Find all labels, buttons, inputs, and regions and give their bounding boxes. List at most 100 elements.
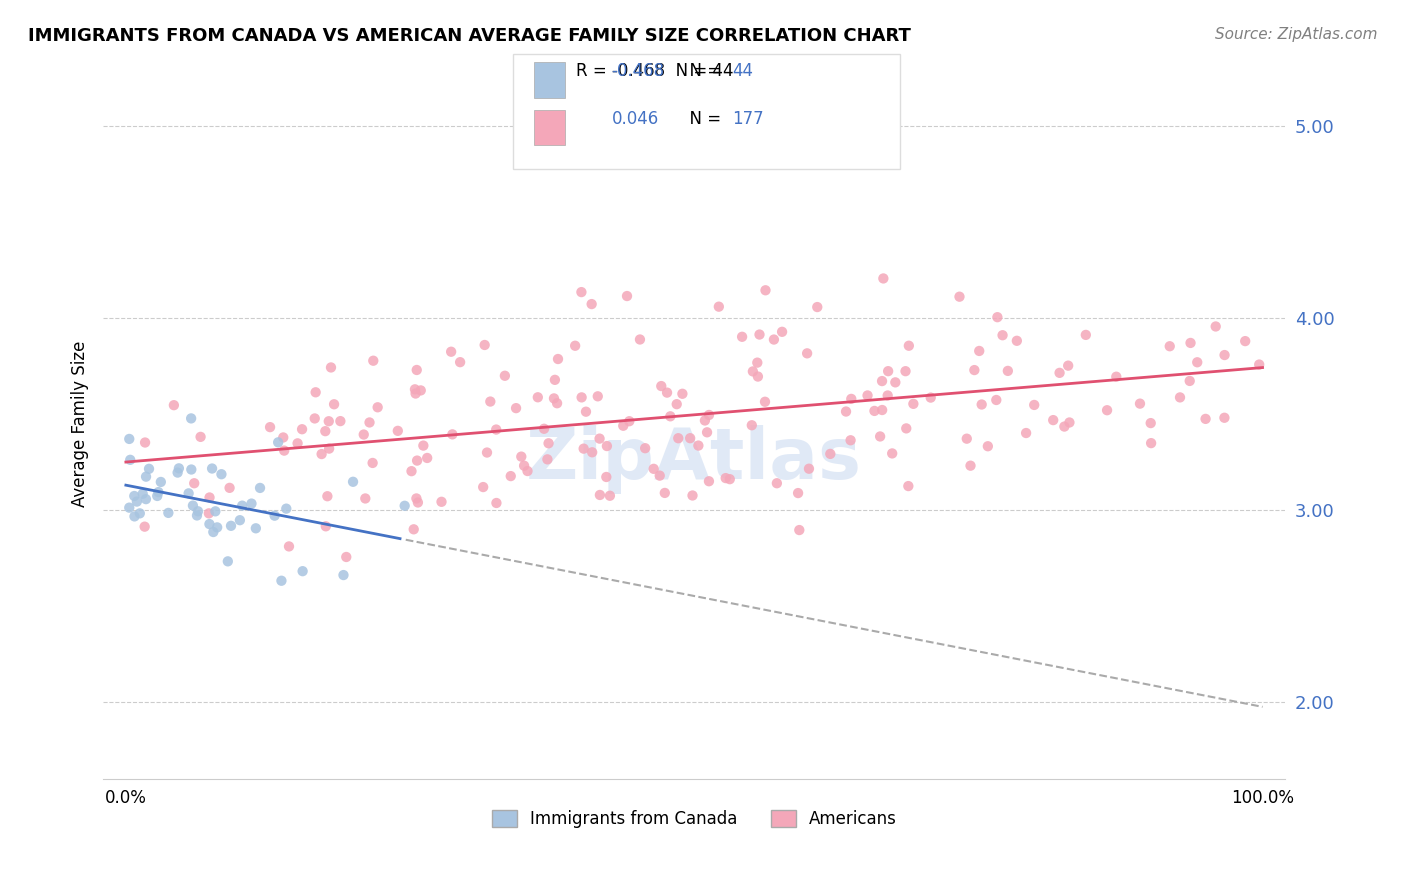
Point: [405, 491, 427, 506]
Point: [118, 500, 141, 515]
Point: [581, 297, 603, 311]
Point: [747, 356, 769, 370]
Point: [1249, 358, 1271, 372]
Point: [1139, 416, 1161, 430]
Point: [588, 432, 610, 446]
Point: [335, 549, 357, 564]
Point: [367, 401, 389, 415]
Point: [1205, 319, 1227, 334]
Point: [319, 360, 342, 375]
Point: [544, 373, 567, 387]
Point: [273, 443, 295, 458]
Point: [1140, 436, 1163, 450]
Point: [806, 300, 828, 314]
Point: [135, 492, 157, 507]
Point: [967, 343, 990, 358]
Point: [766, 476, 789, 491]
Point: [474, 338, 496, 352]
Point: [748, 327, 770, 342]
Point: [612, 418, 634, 433]
Point: [510, 450, 533, 464]
Point: [304, 411, 326, 425]
Point: [180, 462, 202, 476]
Point: [245, 521, 267, 535]
Point: [920, 391, 942, 405]
Text: N =: N =: [679, 62, 727, 80]
Point: [897, 479, 920, 493]
Point: [406, 453, 429, 467]
Point: [128, 507, 150, 521]
Point: [762, 333, 785, 347]
Point: [1059, 416, 1081, 430]
Point: [1042, 413, 1064, 427]
Point: [1024, 398, 1046, 412]
Point: [405, 386, 427, 401]
Point: [412, 439, 434, 453]
Point: [546, 396, 568, 410]
Text: R = -0.468  N = 44: R = -0.468 N = 44: [576, 62, 734, 80]
Point: [1053, 419, 1076, 434]
Point: [494, 368, 516, 383]
Point: [271, 430, 294, 444]
Point: [205, 520, 228, 534]
Point: [634, 441, 657, 455]
Point: [986, 392, 1008, 407]
Point: [882, 446, 904, 460]
Point: [1105, 369, 1128, 384]
Point: [120, 453, 142, 467]
Point: [315, 519, 337, 533]
Point: [586, 389, 609, 403]
Point: [527, 390, 550, 404]
Point: [513, 458, 536, 473]
Point: [1129, 397, 1152, 411]
Point: [876, 388, 898, 402]
Point: [718, 472, 741, 486]
Point: [741, 418, 763, 433]
Point: [505, 401, 527, 416]
Point: [181, 499, 204, 513]
Point: [877, 364, 900, 378]
Point: [1095, 403, 1118, 417]
Point: [135, 469, 157, 483]
Y-axis label: Average Family Size: Average Family Size: [72, 341, 89, 507]
Point: [124, 509, 146, 524]
Point: [997, 364, 1019, 378]
Point: [770, 325, 793, 339]
Point: [416, 450, 439, 465]
Point: [316, 489, 339, 503]
Text: IMMIGRANTS FROM CANADA VS AMERICAN AVERAGE FAMILY SIZE CORRELATION CHART: IMMIGRANTS FROM CANADA VS AMERICAN AVERA…: [28, 27, 911, 45]
Text: 0.046: 0.046: [612, 110, 659, 128]
Point: [533, 422, 555, 436]
Point: [787, 523, 810, 537]
Point: [198, 491, 221, 505]
Text: 177: 177: [733, 110, 763, 128]
Point: [697, 408, 720, 422]
Point: [449, 355, 471, 369]
Point: [870, 374, 893, 388]
Point: [259, 420, 281, 434]
Point: [516, 464, 538, 478]
Point: [229, 513, 252, 527]
Point: [666, 431, 689, 445]
Point: [897, 339, 920, 353]
Legend: Immigrants from Canada, Americans: Immigrants from Canada, Americans: [485, 803, 904, 835]
Point: [616, 289, 638, 303]
Point: [537, 436, 560, 450]
Point: [820, 447, 842, 461]
Point: [1168, 391, 1191, 405]
Point: [177, 486, 200, 500]
Point: [884, 376, 907, 390]
Point: [741, 364, 763, 378]
Point: [571, 390, 593, 404]
Point: [1180, 335, 1202, 350]
Point: [665, 397, 688, 411]
Point: [747, 369, 769, 384]
Point: [903, 397, 925, 411]
Point: [643, 462, 665, 476]
Point: [361, 353, 384, 368]
Point: [654, 486, 676, 500]
Point: [536, 452, 558, 467]
Point: [124, 489, 146, 503]
Point: [1057, 359, 1080, 373]
Point: [655, 385, 678, 400]
